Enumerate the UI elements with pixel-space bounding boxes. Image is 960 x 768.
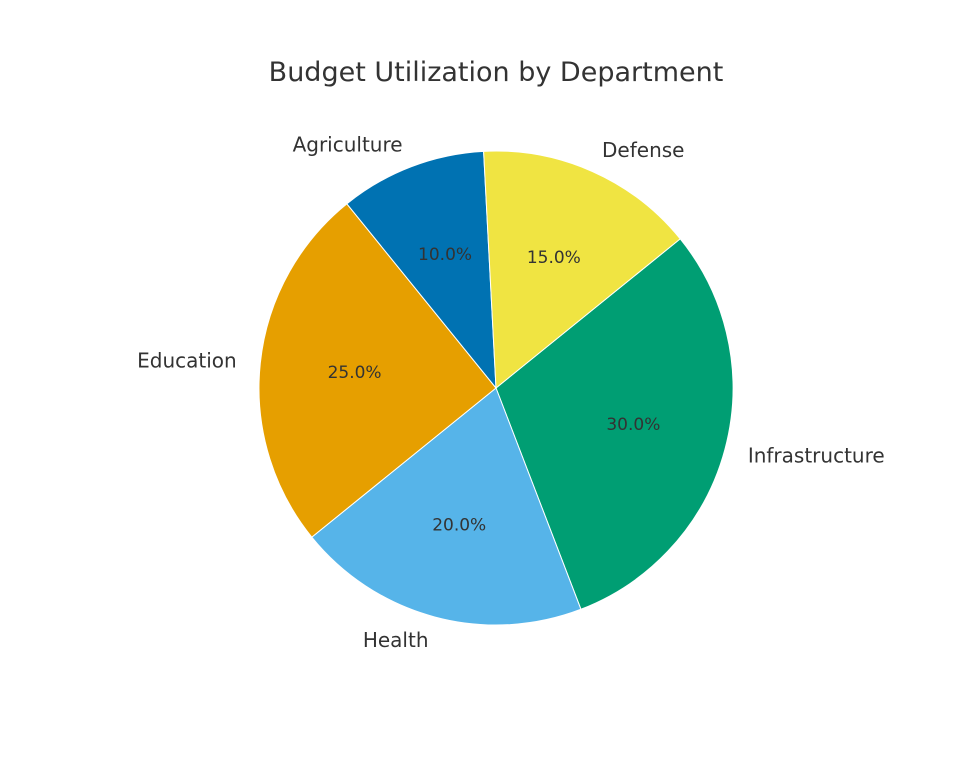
pie-category-label-infrastructure: Infrastructure <box>748 443 885 467</box>
pie-category-label-health: Health <box>363 628 429 652</box>
pie-slice-health <box>311 387 582 626</box>
pie-slice-education <box>258 203 497 538</box>
pie-category-label-education: Education <box>137 349 237 373</box>
pie-slice-infrastructure <box>495 238 734 610</box>
pie-category-label-defense: Defense <box>602 138 684 162</box>
pie-percent-label-health: 20.0% <box>432 515 486 535</box>
pie-percent-label-infrastructure: 30.0% <box>606 415 660 435</box>
chart-title: Budget Utilization by Department <box>269 57 724 88</box>
pie-slice-defense <box>483 150 681 390</box>
pie-percent-label-education: 25.0% <box>328 363 382 383</box>
pie-labels: 30.0% Infrastructure 20.0% Health 25.0% Educa… <box>137 133 885 652</box>
pie-slices <box>258 150 734 626</box>
pie-percent-label-defense: 15.0% <box>527 248 581 268</box>
pie-percent-label-agriculture: 10.0% <box>418 245 472 265</box>
pie-slice-agriculture <box>346 150 497 390</box>
pie-category-label-agriculture: Agriculture <box>293 133 403 157</box>
